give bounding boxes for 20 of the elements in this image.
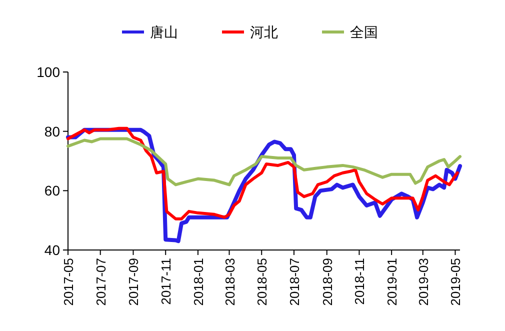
x-tick-label: 2019-05 bbox=[448, 258, 464, 306]
y-tick-label: 60 bbox=[44, 182, 60, 199]
x-tick-label: 2018-05 bbox=[254, 258, 270, 306]
y-tick-label: 100 bbox=[36, 64, 60, 80]
legend-label: 唐山 bbox=[150, 24, 178, 40]
x-tick-label: 2017-09 bbox=[126, 258, 142, 306]
legend-label: 河北 bbox=[250, 24, 278, 40]
x-tick-label: 2019-03 bbox=[416, 258, 431, 306]
x-tick-label: 2017-05 bbox=[61, 258, 76, 306]
x-tick-label: 2017-11 bbox=[158, 258, 174, 305]
y-tick-label: 80 bbox=[44, 123, 60, 140]
x-tick-label: 2018-09 bbox=[320, 258, 335, 306]
y-tick-label: 40 bbox=[44, 242, 60, 258]
legend-label: 全国 bbox=[350, 24, 378, 40]
x-tick-label: 2018-11 bbox=[352, 258, 368, 305]
x-tick-label: 2019-01 bbox=[384, 258, 400, 306]
x-tick-label: 2017-07 bbox=[93, 258, 108, 306]
x-tick-label: 2018-01 bbox=[190, 258, 206, 306]
x-tick-label: 2018-07 bbox=[286, 258, 302, 306]
x-tick-label: 2018-03 bbox=[222, 258, 238, 306]
